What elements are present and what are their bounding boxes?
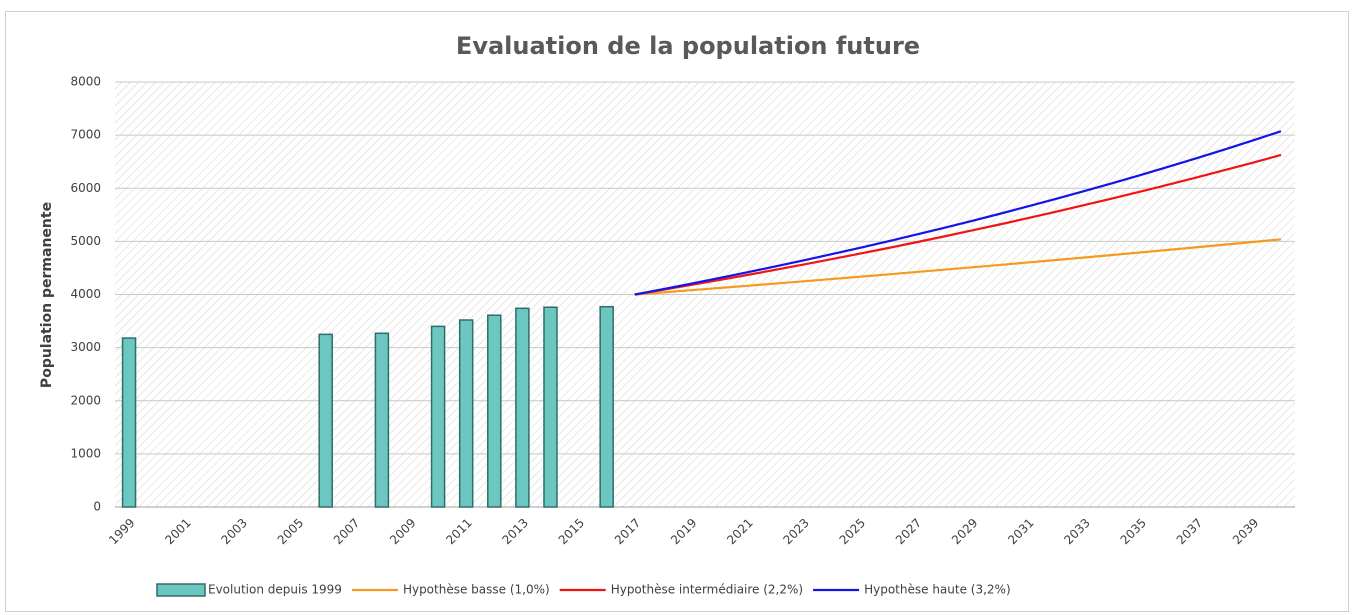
line-series	[634, 238, 1282, 296]
chart-title: Evaluation de la population future	[456, 32, 920, 60]
bar	[515, 307, 530, 508]
y-tick-label: 2000	[70, 393, 101, 407]
bar	[599, 305, 614, 508]
y-tick-label: 3000	[70, 340, 101, 354]
legend-swatch	[156, 583, 206, 597]
y-tick-label: 7000	[70, 128, 101, 142]
bar	[487, 314, 502, 508]
line-series	[634, 130, 1282, 296]
legend-label: Hypothèse haute (3,2%)	[864, 583, 1011, 597]
y-tick-label: 5000	[70, 234, 101, 248]
legend-label: Hypothèse intermédiaire (2,2%)	[611, 583, 803, 597]
bar	[543, 306, 558, 508]
y-tick-label: 1000	[70, 446, 101, 460]
y-tick-label: 0	[93, 500, 101, 514]
line-series	[634, 153, 1282, 296]
bar	[458, 319, 474, 508]
y-tick-label: 4000	[70, 287, 101, 301]
y-tick-label: 8000	[70, 75, 101, 89]
bar	[374, 332, 390, 508]
y-axis-label: Population permanente	[39, 202, 55, 388]
y-tick-label: 6000	[70, 181, 101, 195]
legend-label: Evolution depuis 1999	[208, 583, 342, 597]
legend-label: Hypothèse basse (1,0%)	[403, 583, 550, 597]
bar	[121, 337, 137, 508]
bar	[430, 325, 446, 508]
bar	[318, 333, 333, 508]
